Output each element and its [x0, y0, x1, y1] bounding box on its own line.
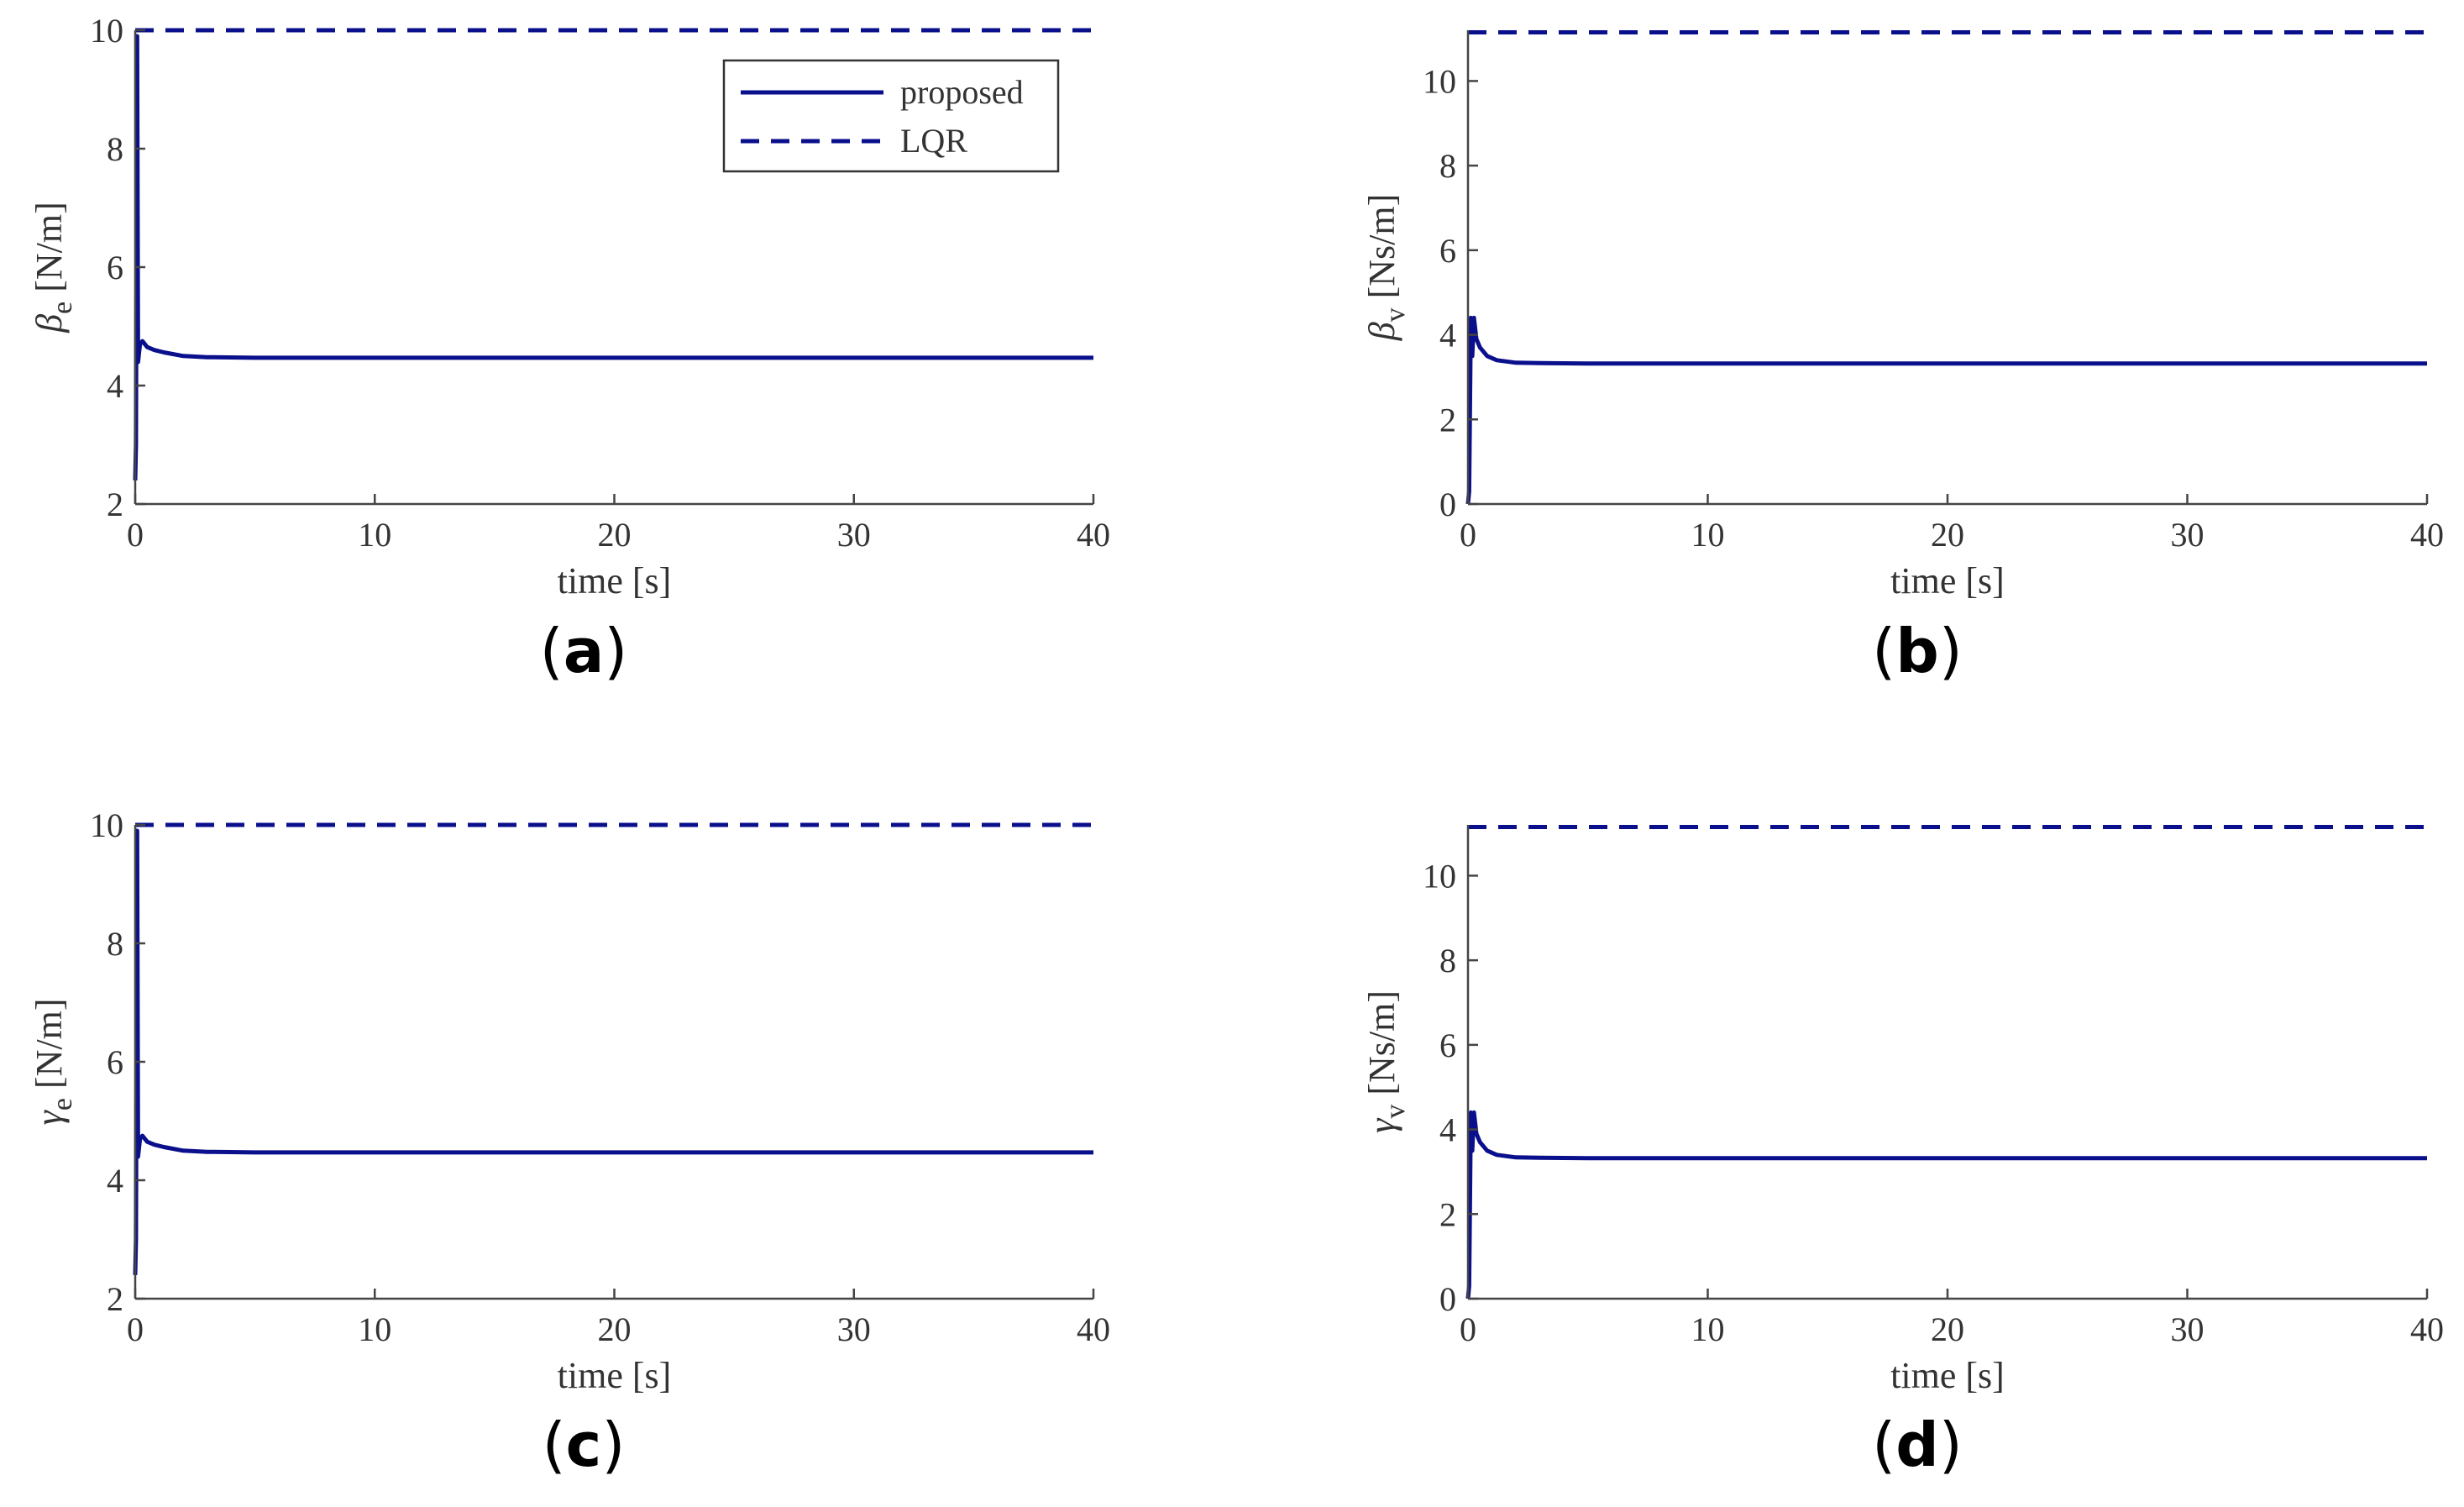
- panel-label-open: (: [543, 1410, 566, 1480]
- y-axis-unit: [Ns/m]: [1361, 990, 1402, 1105]
- y-tick-label: 4: [107, 367, 123, 405]
- y-tick-label: 8: [1439, 942, 1456, 979]
- y-tick-label: 10: [1423, 62, 1456, 100]
- y-axis-subscript: e: [47, 1098, 78, 1111]
- y-axis-title: βv [Ns/m]: [1361, 194, 1411, 342]
- panel-label-close: ): [1939, 1410, 1963, 1480]
- y-tick-label: 10: [1423, 857, 1456, 895]
- panel-label: (d): [1872, 1410, 1963, 1480]
- x-tick-label: 10: [1691, 1310, 1725, 1348]
- y-tick-label: 8: [107, 130, 123, 168]
- y-axis-symbol: γ: [29, 1109, 70, 1125]
- x-tick-label: 30: [2171, 516, 2204, 554]
- y-tick-label: 2: [107, 1280, 123, 1318]
- y-axis-symbol: γ: [1361, 1117, 1402, 1133]
- y-axis-unit: [N/m]: [29, 202, 70, 302]
- y-tick-label: 6: [107, 1043, 123, 1081]
- series-line-proposed: [1465, 315, 2427, 505]
- x-tick-label: 40: [2410, 1310, 2444, 1348]
- y-axis-subscript: e: [47, 302, 78, 314]
- y-tick-label: 6: [1439, 232, 1456, 270]
- x-tick-label: 10: [358, 516, 391, 554]
- x-tick-label: 30: [837, 1310, 871, 1348]
- x-tick-label: 0: [1460, 1310, 1476, 1348]
- panel-label: (c): [543, 1410, 626, 1480]
- y-tick-label: 4: [107, 1162, 123, 1200]
- panel-label-open: (: [1872, 616, 1895, 686]
- x-tick-label: 20: [598, 1310, 632, 1348]
- y-tick-label: 4: [1439, 317, 1456, 354]
- x-tick-label: 0: [127, 1310, 144, 1348]
- y-tick-label: 0: [1439, 486, 1456, 523]
- y-tick-label: 4: [1439, 1111, 1456, 1149]
- y-tick-label: 6: [1439, 1027, 1456, 1064]
- y-axis-unit: [N/m]: [29, 999, 70, 1099]
- y-axis-symbol: β: [29, 314, 70, 333]
- y-tick-label: 6: [107, 249, 123, 286]
- y-axis-symbol: β: [1361, 322, 1402, 341]
- y-axis-subscript: v: [1380, 1105, 1411, 1119]
- panel-label-close: ): [1939, 616, 1963, 686]
- chart-panel-b: 0 10 20 30 40 0 2 4 6 8 10 time [s] βv [Ns/m] (b): [1361, 30, 2444, 686]
- y-tick-label: 8: [107, 925, 123, 963]
- panel-label-letter: a: [564, 616, 605, 686]
- panel-label: (a): [540, 616, 628, 686]
- chart-panel-c: 0 10 20 30 40 2 4 6 8 10 time [s] γe [N/m] (c): [29, 806, 1110, 1480]
- x-tick-label: 40: [1077, 516, 1110, 554]
- y-tick-label: 2: [1439, 1195, 1456, 1233]
- panel-label-letter: c: [566, 1410, 602, 1480]
- x-tick-label: 10: [1691, 516, 1725, 554]
- x-axis-title: time [s]: [1890, 1355, 2005, 1396]
- x-axis-title: time [s]: [558, 560, 672, 601]
- x-tick-label: 30: [2171, 1310, 2204, 1348]
- series-line-proposed: [133, 828, 1093, 1275]
- y-axis-title: βe [N/m]: [29, 202, 78, 333]
- y-tick-label: 2: [1439, 401, 1456, 438]
- x-axis-title: time [s]: [1890, 560, 2005, 601]
- legend-label-proposed: proposed: [900, 73, 1024, 111]
- y-axis-unit: [Ns/m]: [1361, 194, 1402, 308]
- x-tick-label: 0: [127, 516, 144, 554]
- chart-panel-d: 0 10 20 30 40 0 2 4 6 8 10 time [s] γv [Ns/m] (d): [1361, 825, 2444, 1480]
- panel-label-close: ): [604, 616, 627, 686]
- x-tick-label: 20: [1931, 516, 1964, 554]
- y-axis-title: γv [Ns/m]: [1361, 990, 1411, 1133]
- y-axis-subscript: v: [1380, 307, 1411, 322]
- x-tick-label: 10: [358, 1310, 391, 1348]
- legend: proposed LQR: [722, 59, 1060, 173]
- legend-label-lqr: LQR: [900, 122, 967, 160]
- y-tick-label: 10: [90, 806, 123, 844]
- x-tick-label: 20: [598, 516, 632, 554]
- legend-box: [722, 59, 1060, 173]
- y-tick-label: 10: [90, 12, 123, 50]
- x-tick-label: 40: [2410, 516, 2444, 554]
- chart-panel-a: 0 10 20 30 40 2 4 6 8 10 time [s] βe [N/m] (a) propos…: [29, 12, 1110, 686]
- x-tick-label: 30: [837, 516, 871, 554]
- panel-label-close: ): [601, 1410, 625, 1480]
- panel-label: (b): [1872, 616, 1963, 686]
- y-tick-label: 8: [1439, 147, 1456, 185]
- y-tick-label: 2: [107, 486, 123, 523]
- panel-label-letter: b: [1895, 616, 1939, 686]
- x-tick-label: 0: [1460, 516, 1476, 554]
- panel-label-letter: d: [1895, 1410, 1939, 1480]
- series-line-proposed: [133, 34, 1093, 480]
- x-tick-label: 20: [1931, 1310, 1964, 1348]
- panel-label-open: (: [540, 616, 564, 686]
- panel-label-open: (: [1872, 1410, 1895, 1480]
- x-tick-label: 40: [1077, 1310, 1110, 1348]
- y-tick-label: 0: [1439, 1280, 1456, 1318]
- x-axis-title: time [s]: [558, 1355, 672, 1396]
- series-line-proposed: [1465, 1110, 2427, 1300]
- y-axis-title: γe [N/m]: [29, 999, 78, 1126]
